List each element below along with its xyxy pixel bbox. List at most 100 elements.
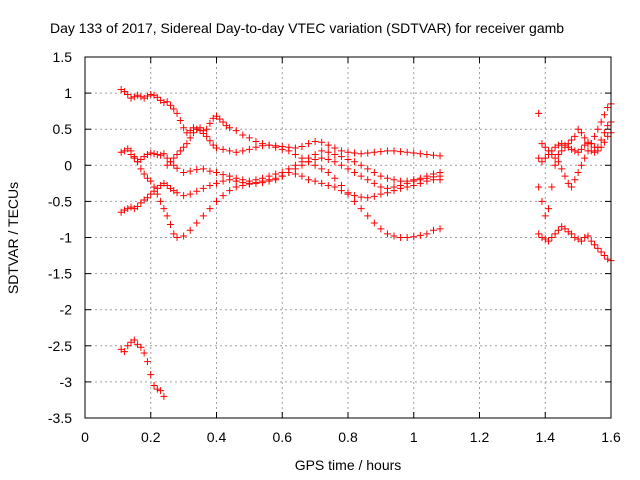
data-point bbox=[226, 124, 234, 132]
data-point bbox=[594, 244, 602, 252]
data-point bbox=[298, 172, 306, 180]
y-tick-label: -2 bbox=[60, 302, 73, 318]
data-point bbox=[577, 161, 585, 169]
data-point bbox=[193, 125, 201, 133]
data-point bbox=[587, 237, 595, 245]
data-point bbox=[318, 138, 326, 146]
data-point bbox=[147, 177, 155, 185]
data-point bbox=[564, 179, 572, 187]
data-point bbox=[153, 385, 161, 393]
data-point bbox=[120, 88, 128, 96]
data-point bbox=[278, 143, 286, 151]
data-point bbox=[541, 143, 549, 151]
data-point bbox=[186, 190, 194, 198]
data-point bbox=[600, 129, 608, 137]
data-point bbox=[143, 174, 151, 182]
y-tick-label: 1 bbox=[64, 85, 72, 101]
data-point bbox=[351, 158, 359, 166]
y-tick-label: 0 bbox=[64, 157, 72, 173]
data-point bbox=[305, 176, 313, 184]
data-point bbox=[594, 147, 602, 155]
data-point bbox=[410, 233, 418, 241]
data-point bbox=[150, 382, 158, 390]
data-point bbox=[130, 93, 138, 101]
data-point bbox=[604, 122, 612, 130]
data-point bbox=[160, 150, 168, 158]
data-point bbox=[213, 112, 220, 120]
y-tick-label: -0.5 bbox=[48, 193, 72, 209]
data-point bbox=[397, 148, 405, 156]
x-tick-label: 1 bbox=[410, 429, 418, 445]
data-point bbox=[245, 180, 253, 188]
data-point bbox=[581, 234, 589, 241]
data-point bbox=[259, 179, 267, 187]
data-point bbox=[410, 149, 418, 157]
data-point bbox=[604, 255, 612, 263]
data-point bbox=[337, 187, 345, 195]
data-point bbox=[416, 179, 424, 187]
grid bbox=[85, 57, 611, 418]
data-point bbox=[117, 148, 125, 156]
data-point bbox=[189, 129, 197, 137]
data-point bbox=[180, 232, 188, 240]
data-point bbox=[364, 149, 372, 157]
data-point bbox=[143, 194, 151, 202]
x-tick-label: 0 bbox=[81, 429, 89, 445]
data-point bbox=[416, 150, 424, 158]
data-point bbox=[130, 336, 138, 344]
data-point bbox=[581, 141, 589, 149]
data-point bbox=[124, 342, 132, 350]
data-point bbox=[120, 348, 128, 356]
data-point bbox=[383, 189, 391, 197]
data-point bbox=[173, 234, 181, 241]
data-point bbox=[344, 190, 352, 198]
data-point bbox=[574, 148, 582, 156]
data-point bbox=[239, 182, 247, 190]
data-point bbox=[331, 144, 339, 152]
data-point bbox=[383, 174, 391, 182]
data-point bbox=[600, 138, 608, 146]
data-point bbox=[143, 358, 151, 366]
data-point bbox=[160, 98, 168, 106]
data-point bbox=[176, 117, 184, 125]
data-point bbox=[535, 109, 543, 117]
data-point bbox=[571, 132, 579, 140]
data-point bbox=[209, 141, 217, 149]
data-point bbox=[423, 230, 431, 238]
data-point bbox=[584, 138, 592, 146]
data-point bbox=[127, 203, 135, 211]
data-point bbox=[331, 158, 339, 166]
data-point bbox=[377, 190, 385, 198]
data-point bbox=[219, 145, 227, 153]
data-point bbox=[324, 169, 332, 177]
data-point bbox=[239, 131, 247, 139]
data-point bbox=[436, 176, 444, 184]
data-point bbox=[232, 183, 240, 191]
data-point bbox=[157, 197, 165, 205]
data-point bbox=[173, 189, 181, 197]
data-point bbox=[436, 152, 444, 160]
data-point bbox=[357, 193, 365, 201]
data-point bbox=[160, 392, 168, 400]
data-point bbox=[597, 118, 605, 126]
data-point bbox=[551, 161, 559, 169]
data-point bbox=[166, 221, 174, 229]
data-point bbox=[203, 132, 211, 140]
data-point bbox=[219, 118, 227, 126]
data-point bbox=[298, 161, 306, 169]
series-track-g bbox=[535, 100, 615, 191]
data-point bbox=[561, 172, 569, 180]
data-point bbox=[134, 91, 142, 99]
data-point bbox=[357, 172, 365, 180]
x-tick-label: 0.4 bbox=[207, 429, 227, 445]
data-point bbox=[166, 101, 174, 109]
data-point bbox=[147, 91, 155, 99]
data-point bbox=[344, 156, 352, 164]
data-point bbox=[587, 147, 595, 155]
data-point bbox=[545, 237, 553, 245]
data-point bbox=[337, 147, 345, 155]
data-point bbox=[157, 151, 165, 159]
series-track-d bbox=[127, 147, 444, 241]
data-point bbox=[137, 199, 145, 207]
data-point bbox=[291, 144, 299, 152]
